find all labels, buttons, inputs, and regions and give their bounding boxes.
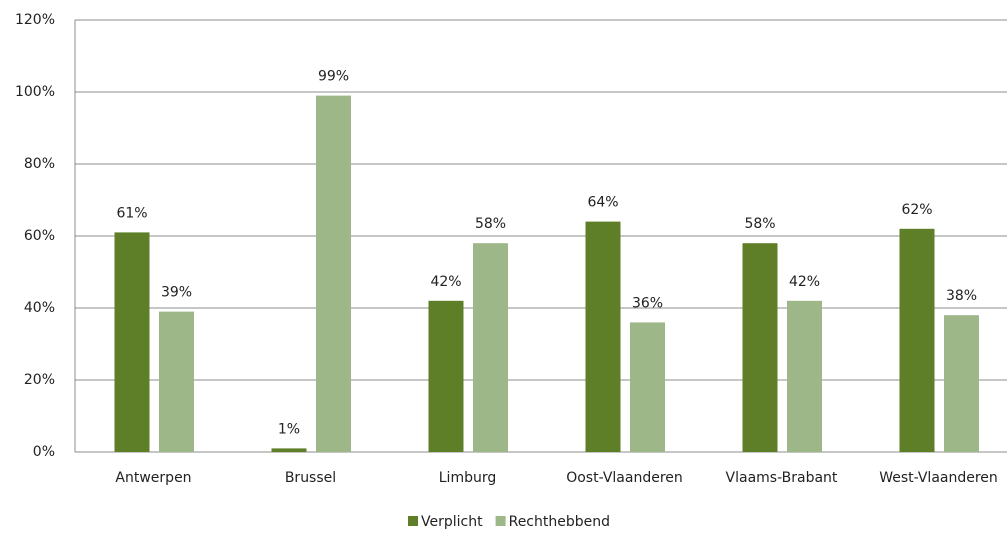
legend-label: Rechthebbend: [509, 514, 610, 530]
bar: [630, 322, 665, 452]
value-label: 61%: [116, 205, 147, 221]
value-label: 39%: [161, 285, 192, 301]
bar: [271, 448, 307, 452]
value-label: 64%: [587, 195, 618, 211]
bar: [899, 228, 935, 452]
x-tick-label: Limburg: [439, 470, 496, 486]
bar: [585, 221, 621, 452]
bar: [159, 311, 194, 452]
bar: [787, 300, 822, 452]
x-tick-label: West-Vlaanderen: [879, 470, 998, 486]
legend-label: Verplicht: [421, 514, 483, 530]
y-tick-label: 60%: [24, 228, 55, 244]
bar: [473, 243, 508, 452]
value-label: 1%: [278, 421, 300, 437]
value-label: 42%: [430, 274, 461, 290]
bar: [316, 95, 351, 452]
x-tick-label: Antwerpen: [115, 470, 191, 486]
value-label: 36%: [632, 295, 663, 311]
value-label: 62%: [901, 202, 932, 218]
y-tick-label: 80%: [24, 156, 55, 172]
value-label: 99%: [318, 69, 349, 85]
bar: [114, 232, 150, 452]
value-label: 58%: [744, 216, 775, 232]
bar: [428, 300, 464, 452]
x-tick-label: Brussel: [285, 470, 336, 486]
value-label: 58%: [475, 216, 506, 232]
y-tick-label: 120%: [15, 12, 55, 28]
y-tick-label: 20%: [24, 372, 55, 388]
y-tick-label: 0%: [33, 444, 55, 460]
bar: [944, 315, 979, 452]
value-label: 38%: [946, 288, 977, 304]
y-tick-label: 100%: [15, 84, 55, 100]
bar: [742, 243, 778, 452]
legend-swatch: [408, 516, 418, 526]
value-label: 42%: [789, 274, 820, 290]
legend-swatch: [495, 516, 506, 526]
x-tick-label: Vlaams-Brabant: [726, 470, 838, 486]
x-tick-label: Oost-Vlaanderen: [566, 470, 683, 486]
y-tick-label: 40%: [24, 300, 55, 316]
